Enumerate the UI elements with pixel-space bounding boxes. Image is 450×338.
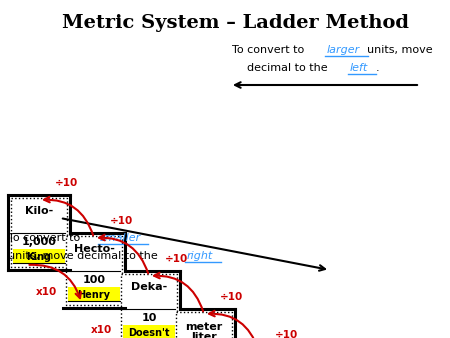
Bar [11,198,67,267]
Text: smaller: smaller [100,233,141,243]
Bar [121,274,177,338]
Text: Hecto-: Hecto- [73,244,114,255]
Text: Metric System – Ladder Method: Metric System – Ladder Method [62,14,409,32]
Bar [123,325,176,338]
Text: right: right [187,251,213,261]
Text: x10: x10 [36,287,57,297]
Bar [68,287,120,301]
Text: ÷10: ÷10 [220,292,243,302]
Text: .: . [376,63,380,73]
Text: 100: 100 [82,275,105,285]
Text: units, move decimal to the: units, move decimal to the [8,251,161,261]
Text: Henry: Henry [77,290,111,300]
Text: 10: 10 [141,313,157,323]
Text: Deka-: Deka- [131,283,167,292]
Text: ÷10: ÷10 [165,254,188,264]
Text: larger: larger [327,45,360,55]
Text: ÷10: ÷10 [55,178,78,188]
Text: Doesn't: Doesn't [128,328,170,338]
Text: decimal to the: decimal to the [247,63,331,73]
Text: left: left [350,63,368,73]
Bar [176,312,232,338]
Text: King: King [27,252,51,262]
Text: ÷10: ÷10 [275,330,298,338]
Text: ÷10: ÷10 [110,216,133,226]
Text: 1,000: 1,000 [22,237,56,247]
Text: meter
liter
gram: meter liter gram [185,322,223,338]
Text: To convert to: To convert to [232,45,308,55]
Bar [66,236,122,305]
Text: x10: x10 [90,325,112,335]
Text: To convert to: To convert to [8,233,84,243]
Bar [13,249,65,263]
Text: units, move: units, move [367,45,432,55]
Text: Kilo-: Kilo- [25,207,53,217]
